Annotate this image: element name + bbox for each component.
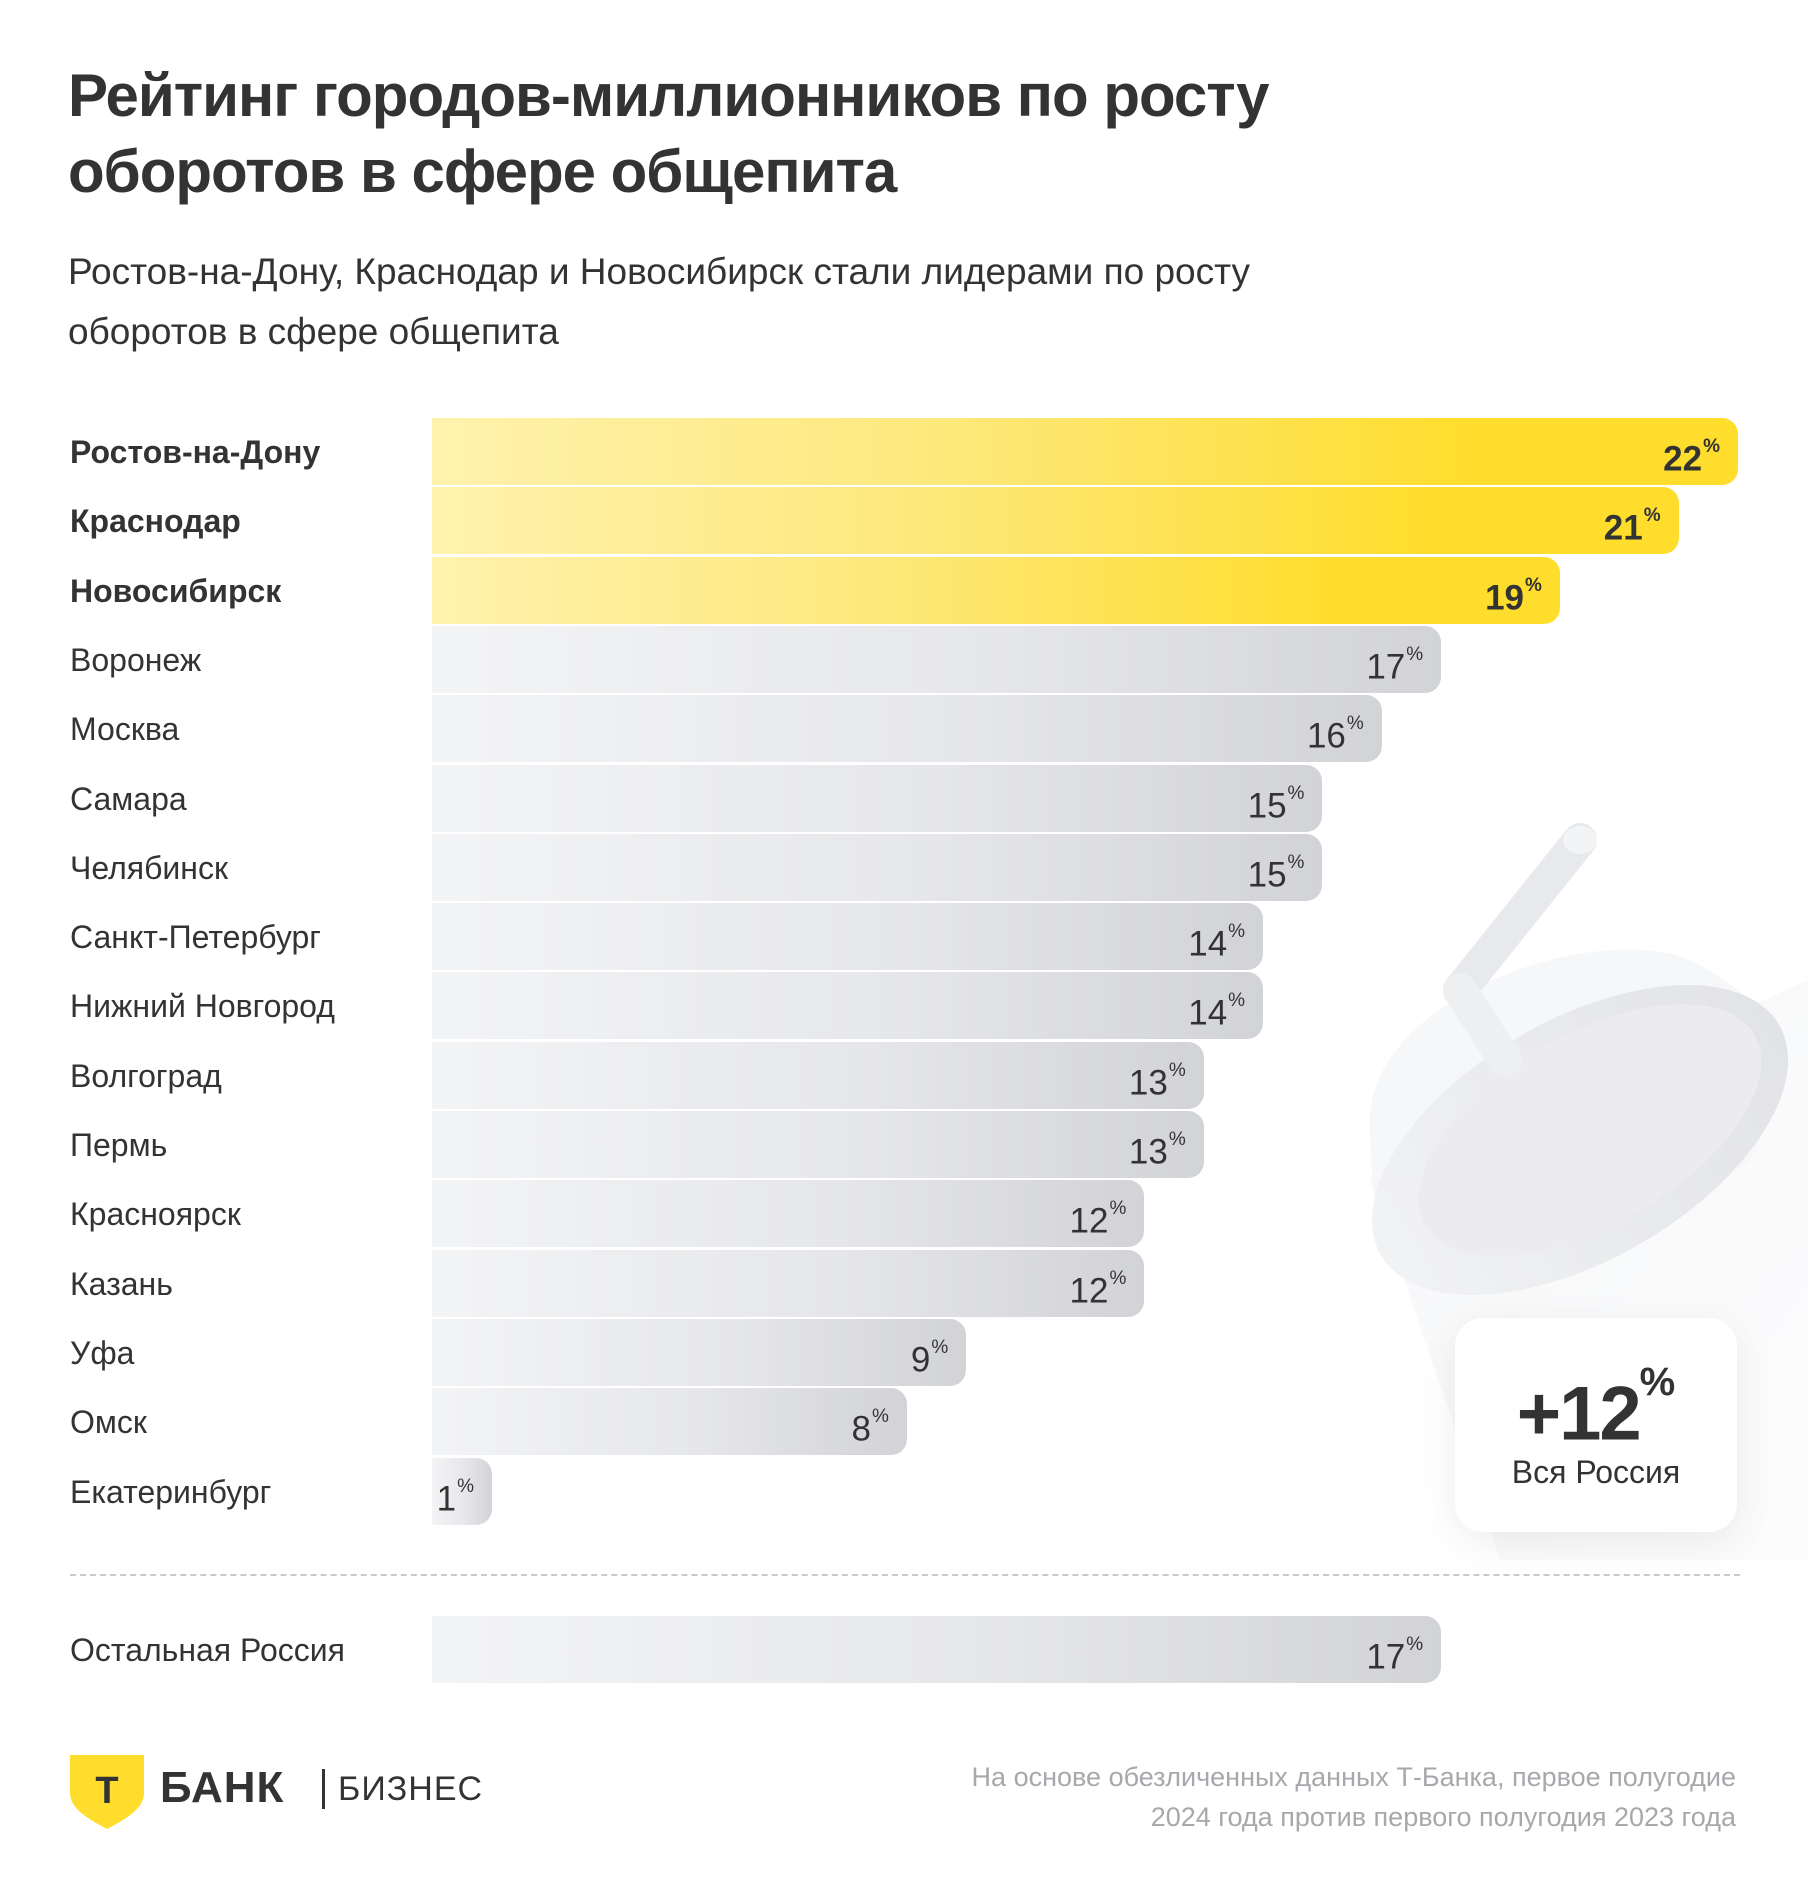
city-label: Уфа — [70, 1334, 135, 1371]
city-bar: 13% — [432, 1111, 1204, 1178]
city-label: Новосибирск — [70, 572, 282, 609]
city-bar: 15% — [432, 764, 1323, 832]
city-label: Омск — [70, 1404, 147, 1441]
subtitle-line-2: оборотов в сфере общепита — [68, 311, 559, 352]
city-bar: 9% — [432, 1318, 967, 1386]
city-value-label: 16% — [1306, 713, 1364, 756]
dashed-divider — [70, 1574, 1740, 1576]
city-label: Самара — [70, 780, 187, 817]
summary-prefix: + — [1516, 1371, 1561, 1457]
city-bar: 12% — [432, 1249, 1145, 1317]
city-value-label: 13% — [1128, 1129, 1186, 1172]
city-value-label: 17% — [1366, 643, 1424, 687]
city-bar: 1% — [432, 1457, 492, 1525]
city-label: Казань — [70, 1265, 173, 1302]
chart-subtitle: Ростов-на-Дону, Краснодар и Новосибирск … — [68, 242, 1468, 362]
summary-card: +12% Вся Россия — [1455, 1318, 1737, 1532]
city-value-label: 9% — [910, 1336, 949, 1380]
city-bar: 21% — [432, 487, 1679, 555]
city-label: Москва — [70, 711, 180, 748]
city-bar: 22% — [432, 418, 1738, 485]
footnote-line-2: 2024 года против первого полугодия 2023 … — [1150, 1802, 1736, 1832]
t-bank-business-logo: Т БАНК БИЗНЕС — [70, 1755, 530, 1829]
city-label: Челябинск — [70, 849, 228, 886]
city-label: Краснодар — [70, 503, 241, 540]
city-bar: 8% — [432, 1388, 907, 1456]
city-value-label: 8% — [851, 1406, 889, 1449]
summary-label: Вся Россия — [1511, 1454, 1681, 1490]
city-value-label: 13% — [1128, 1059, 1186, 1103]
svg-text:Т: Т — [95, 1770, 118, 1812]
city-value-label: 21% — [1603, 505, 1661, 548]
city-bar: 19% — [432, 556, 1560, 624]
city-bar: 12% — [432, 1180, 1145, 1248]
city-value-label: 15% — [1247, 851, 1305, 895]
city-value-label: 14% — [1188, 921, 1246, 964]
city-bar: 16% — [432, 695, 1382, 763]
city-label: Волгоград — [70, 1057, 222, 1094]
city-value-label: 14% — [1188, 990, 1246, 1034]
city-label: Нижний Новгород — [70, 988, 335, 1025]
city-bar: 14% — [432, 972, 1264, 1040]
city-label: Воронеж — [70, 641, 202, 678]
summary-unit: % — [1639, 1360, 1676, 1404]
city-value-label: 1% — [436, 1475, 474, 1519]
city-value-label: 12% — [1069, 1198, 1127, 1241]
city-label: Ростов-на-Дону — [70, 434, 321, 470]
city-value-label: 19% — [1485, 574, 1542, 618]
footnote-line-1: На основе обезличенных данных Т-Банка, п… — [971, 1762, 1736, 1792]
city-label: Санкт-Петербург — [70, 919, 321, 956]
city-bar: 17% — [432, 625, 1442, 693]
logo-separator — [322, 1769, 325, 1809]
city-bar: 15% — [432, 833, 1323, 901]
chart-title: Рейтинг городов-миллионников по росту об… — [68, 58, 1568, 210]
reference-value-label: 17% — [1366, 1634, 1424, 1677]
city-value-label: 12% — [1069, 1267, 1127, 1311]
title-line-2: оборотов в сфере общепита — [68, 138, 897, 205]
city-value-label: 22% — [1663, 436, 1720, 479]
logo-bank-text: БАНК — [160, 1763, 285, 1812]
subtitle-line-1: Ростов-на-Дону, Краснодар и Новосибирск … — [68, 251, 1250, 292]
title-line-1: Рейтинг городов-миллионников по росту — [68, 62, 1269, 129]
city-label: Красноярск — [70, 1196, 241, 1233]
city-bar: 14% — [432, 903, 1264, 971]
summary-value: +12% — [1455, 1358, 1737, 1456]
reference-bar: 17% — [432, 1616, 1442, 1683]
city-label: Пермь — [70, 1127, 168, 1163]
city-value-label: 15% — [1247, 782, 1305, 826]
reference-label: Остальная Россия — [70, 1632, 345, 1668]
city-bar: 13% — [432, 1041, 1204, 1109]
city-label: Екатеринбург — [70, 1473, 272, 1510]
source-footnote: На основе обезличенных данных Т-Банка, п… — [836, 1757, 1736, 1837]
summary-number: 12 — [1559, 1371, 1642, 1457]
logo-business-text: БИЗНЕС — [338, 1770, 484, 1808]
t-bank-shield-icon: Т — [70, 1755, 144, 1829]
